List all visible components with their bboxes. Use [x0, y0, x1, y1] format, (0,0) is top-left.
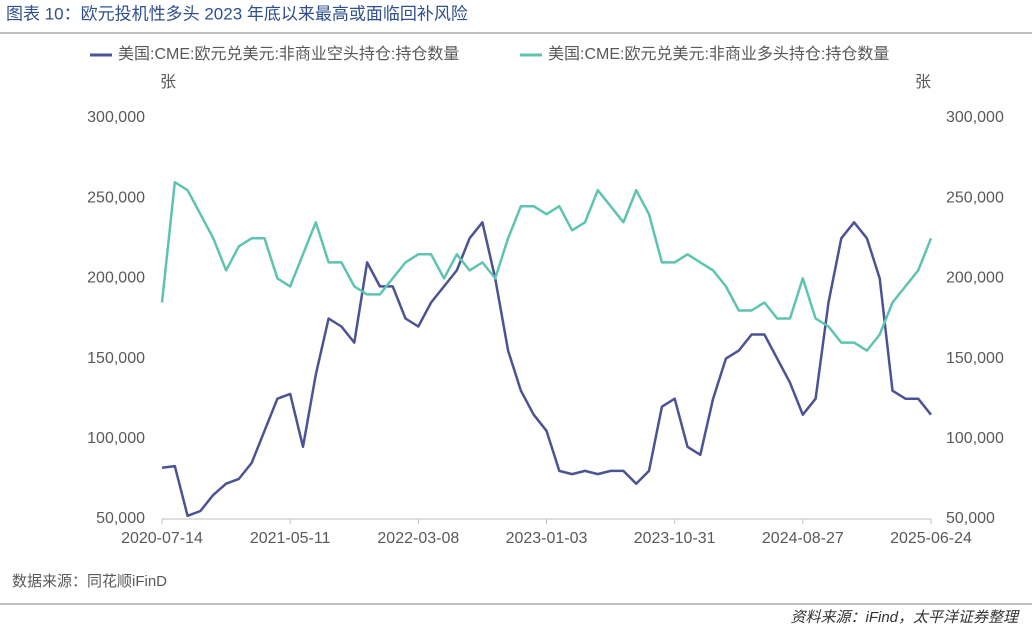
y2-tick-label: 300,000: [946, 109, 1004, 126]
y-tick-label: 200,000: [87, 270, 145, 287]
y2-tick-label: 200,000: [946, 270, 1004, 287]
y-tick-label: 100,000: [87, 430, 145, 447]
y-axis-label: 张: [160, 73, 176, 91]
y2-tick-label: 50,000: [946, 510, 995, 527]
y-tick-label: 150,000: [87, 350, 145, 367]
x-tick-label: 2023-01-03: [506, 530, 588, 547]
x-tick-label: 2021-05-11: [250, 530, 331, 547]
x-tick-label: 2024-08-27: [762, 530, 844, 547]
x-tick-label: 2025-06-24: [890, 530, 972, 547]
y-tick-label: 250,000: [87, 189, 145, 206]
footer-text: 资料来源：iFind，太平洋证券整理: [790, 609, 1020, 626]
y2-tick-label: 250,000: [946, 189, 1004, 206]
y-tick-label: 300,000: [87, 109, 145, 126]
legend-label: 美国:CME:欧元兑美元:非商业空头持仓:持仓数量: [118, 45, 459, 63]
x-tick-label: 2020-07-14: [121, 530, 203, 547]
legend-label: 美国:CME:欧元兑美元:非商业多头持仓:持仓数量: [548, 45, 889, 63]
page-title: 图表 10：欧元投机性多头 2023 年底以来最高或面临回补风险: [6, 4, 468, 23]
y2-tick-label: 150,000: [946, 350, 1004, 367]
x-tick-label: 2022-03-08: [377, 530, 459, 547]
x-tick-label: 2023-10-31: [634, 530, 716, 547]
source-note: 数据来源：同花顺iFinD: [12, 573, 167, 590]
series-line: [161, 221, 932, 518]
y2-tick-label: 100,000: [946, 430, 1004, 447]
y2-axis-label: 张: [915, 73, 931, 91]
series-line: [160, 180, 933, 352]
y-tick-label: 50,000: [96, 510, 145, 527]
